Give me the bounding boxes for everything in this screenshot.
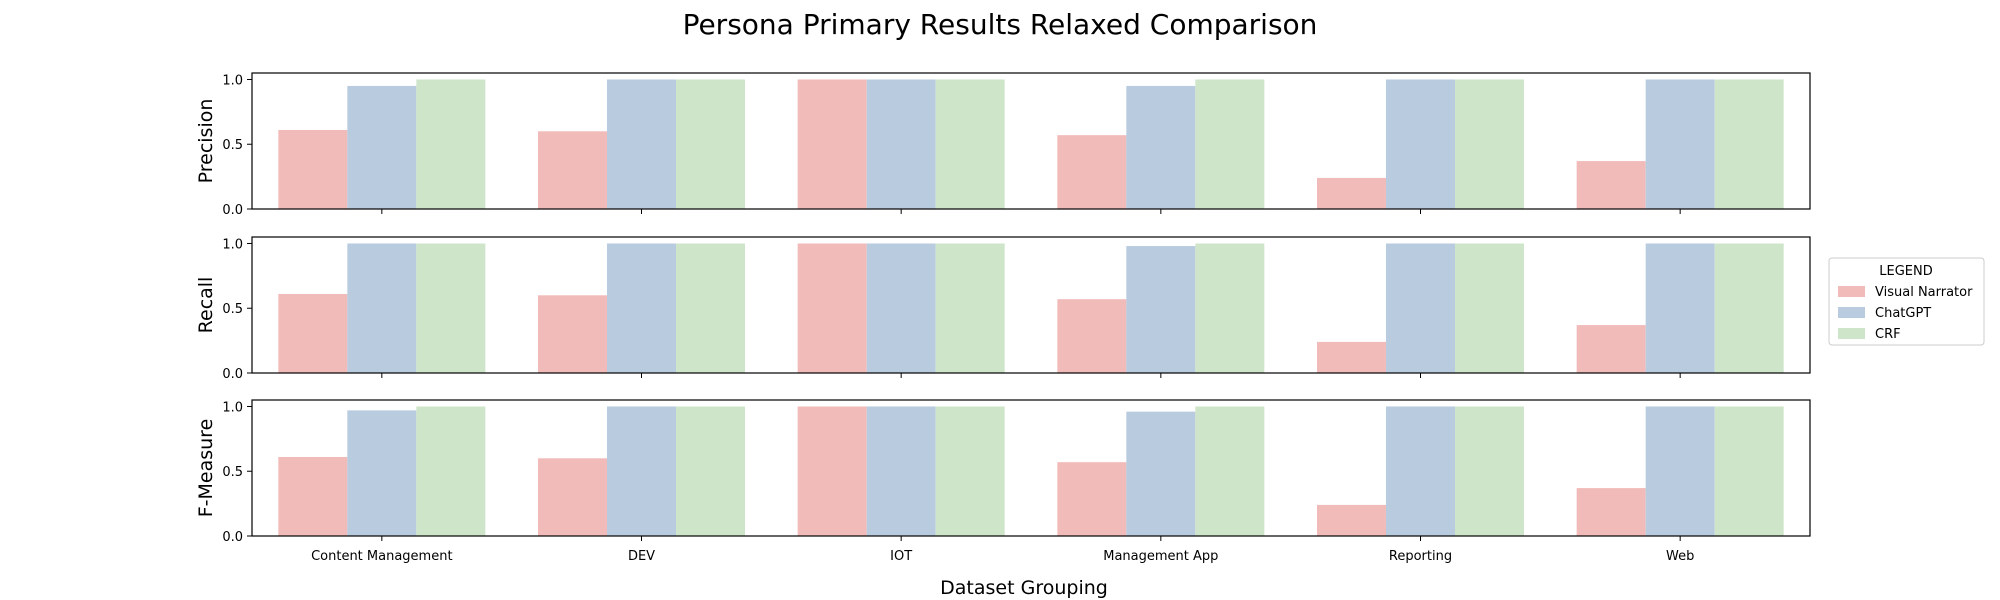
- bar-precision-visual-narrator-2: [797, 79, 867, 209]
- bar-recall-crf-1: [676, 243, 745, 373]
- bar-f-measure-chatgpt-4: [1386, 406, 1455, 536]
- bar-recall-visual-narrator-3: [1057, 299, 1127, 373]
- x-tick-label: DEV: [628, 549, 655, 564]
- legend-items: Visual Narrator ChatGPT CRF: [1838, 285, 1973, 342]
- legend-swatch: [1838, 307, 1865, 318]
- bar-recall-crf-4: [1455, 243, 1524, 373]
- legend: LEGEND Visual Narrator ChatGPT CRF: [1828, 257, 1985, 346]
- bar-precision-crf-3: [1195, 79, 1265, 209]
- bar-precision-visual-narrator-4: [1317, 177, 1386, 209]
- y-tick-label: 0.0: [222, 530, 243, 545]
- bar-recall-chatgpt-2: [866, 243, 936, 373]
- bar-precision-visual-narrator-0: [278, 129, 348, 209]
- bar-recall-crf-5: [1714, 243, 1784, 373]
- bar-recall-visual-narrator-2: [797, 243, 867, 373]
- bar-recall-visual-narrator-4: [1317, 341, 1386, 373]
- bar-recall-crf-0: [416, 243, 486, 373]
- bar-precision-crf-4: [1455, 79, 1524, 209]
- y-axis-label: Precision: [195, 99, 217, 184]
- x-tick-label: Content Management: [311, 549, 452, 564]
- bar-f-measure-crf-1: [676, 406, 745, 536]
- bar-recall-chatgpt-4: [1386, 243, 1455, 373]
- bar-f-measure-chatgpt-1: [607, 406, 676, 536]
- bar-precision-chatgpt-4: [1386, 79, 1455, 209]
- bar-precision-visual-narrator-3: [1057, 135, 1127, 209]
- bar-f-measure-chatgpt-3: [1126, 411, 1196, 536]
- y-tick-label: 0.5: [222, 138, 243, 153]
- bar-precision-visual-narrator-1: [538, 131, 607, 209]
- y-tick-label: 0.5: [222, 465, 243, 480]
- bar-f-measure-chatgpt-2: [866, 406, 936, 536]
- bar-precision-crf-2: [935, 79, 1005, 209]
- bar-recall-chatgpt-5: [1645, 243, 1715, 373]
- subplot-recall: 0.0 0.5 1.0 Recall: [195, 236, 1811, 382]
- subplots: 0.0 0.5 1.0 Precision 0.0 0.5 1.0 Recall 0.0 0.5 1…: [195, 72, 1811, 564]
- axes-frame: [251, 72, 1811, 210]
- legend-entry-label: Visual Narrator: [1875, 285, 1973, 300]
- y-tick-label: 1.0: [222, 400, 243, 415]
- bar-f-measure-visual-narrator-4: [1317, 504, 1386, 536]
- bar-f-measure-crf-2: [935, 406, 1005, 536]
- bar-precision-visual-narrator-5: [1576, 161, 1646, 209]
- bar-f-measure-crf-3: [1195, 406, 1265, 536]
- x-tick-label: Reporting: [1389, 549, 1452, 564]
- bar-f-measure-visual-narrator-0: [278, 456, 348, 536]
- bar-precision-chatgpt-2: [866, 79, 936, 209]
- x-tick-label: IOT: [890, 549, 912, 564]
- legend-title: LEGEND: [1879, 264, 1932, 279]
- bar-f-measure-chatgpt-5: [1645, 406, 1715, 536]
- subplot-f-measure: 0.0 0.5 1.0 F-Measure: [195, 399, 1811, 545]
- bar-f-measure-crf-0: [416, 406, 486, 536]
- x-tick-label: Management App: [1103, 549, 1218, 564]
- subplot-precision: 0.0 0.5 1.0 Precision: [195, 72, 1811, 218]
- bar-f-measure-visual-narrator-3: [1057, 462, 1127, 536]
- y-axis-label: Recall: [195, 277, 217, 334]
- bar-recall-crf-3: [1195, 243, 1265, 373]
- bar-recall-visual-narrator-0: [278, 293, 348, 373]
- bar-precision-crf-5: [1714, 79, 1784, 209]
- bar-recall-visual-narrator-1: [538, 295, 607, 373]
- legend-frame: [1828, 257, 1985, 346]
- legend-swatch: [1838, 286, 1865, 297]
- bar-precision-crf-1: [676, 79, 745, 209]
- x-axis-label: Dataset Grouping: [940, 577, 1108, 599]
- bar-precision-crf-0: [416, 79, 486, 209]
- bar-recall-visual-narrator-5: [1576, 325, 1646, 373]
- y-tick-label: 1.0: [222, 237, 243, 252]
- bar-recall-chatgpt-3: [1126, 246, 1196, 373]
- bar-precision-chatgpt-0: [347, 85, 417, 209]
- x-tick-label: Web: [1666, 549, 1694, 564]
- y-tick-label: 1.0: [222, 73, 243, 88]
- bar-f-measure-crf-4: [1455, 406, 1524, 536]
- legend-entry-label: ChatGPT: [1875, 306, 1931, 321]
- y-tick-label: 0.0: [222, 203, 243, 218]
- axes-frame: [251, 399, 1811, 537]
- bar-recall-chatgpt-0: [347, 243, 417, 373]
- bar-precision-chatgpt-5: [1645, 79, 1715, 209]
- y-tick-label: 0.0: [222, 367, 243, 382]
- bar-precision-chatgpt-1: [607, 79, 676, 209]
- legend-swatch: [1838, 328, 1865, 339]
- bar-recall-chatgpt-1: [607, 243, 676, 373]
- bar-f-measure-visual-narrator-2: [797, 406, 867, 536]
- bar-f-measure-visual-narrator-1: [538, 458, 607, 536]
- y-tick-label: 0.5: [222, 302, 243, 317]
- bar-precision-chatgpt-3: [1126, 85, 1196, 209]
- legend-entry-label: CRF: [1875, 327, 1901, 342]
- axes-frame: [251, 236, 1811, 374]
- bar-f-measure-visual-narrator-5: [1576, 488, 1646, 536]
- bar-f-measure-chatgpt-0: [347, 410, 417, 536]
- bar-f-measure-crf-5: [1714, 406, 1784, 536]
- y-axis-label: F-Measure: [195, 419, 217, 518]
- bar-recall-crf-2: [935, 243, 1005, 373]
- chart-title: Persona Primary Results Relaxed Comparis…: [683, 8, 1318, 41]
